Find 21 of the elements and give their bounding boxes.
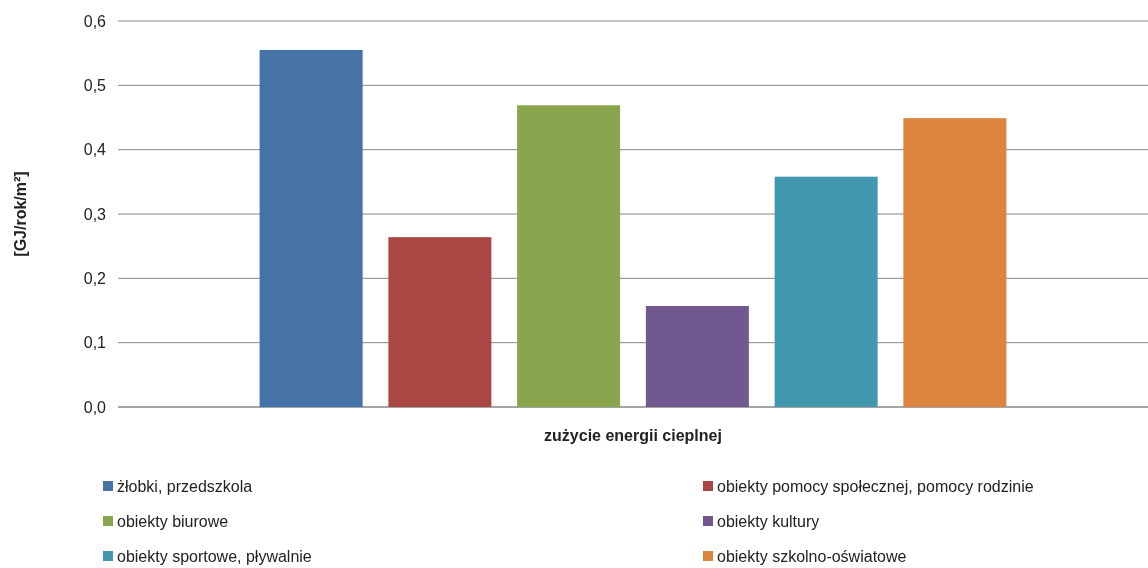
- bar: [774, 176, 878, 407]
- y-tick-label: 0,1: [83, 334, 107, 352]
- legend-label: żłobki, przedszkola: [117, 478, 253, 495]
- bar: [903, 118, 1007, 407]
- legend-label: obiekty szkolno-oświatowe: [717, 548, 907, 565]
- legend-label: obiekty kultury: [717, 513, 820, 530]
- bar: [517, 105, 621, 407]
- legend-label: obiekty pomocy społecznej, pomocy rodzinie: [717, 478, 1034, 495]
- y-axis-title: [GJ/rok/m²]: [12, 171, 29, 257]
- y-tick-label: 0,3: [83, 205, 107, 223]
- x-tick-label: zużycie energii cieplnej: [544, 427, 722, 444]
- legend-label: obiekty biurowe: [117, 513, 229, 530]
- bar: [645, 306, 749, 407]
- bar: [259, 49, 363, 407]
- y-tick-label: 0,5: [83, 76, 107, 94]
- y-tick-label: 0,6: [83, 12, 107, 30]
- legend-label: obiekty sportowe, pływalnie: [117, 548, 312, 565]
- bar: [388, 237, 492, 407]
- y-tick-label: 0,0: [83, 398, 107, 416]
- y-tick-label: 0,4: [83, 141, 107, 159]
- y-tick-label: 0,2: [83, 269, 107, 287]
